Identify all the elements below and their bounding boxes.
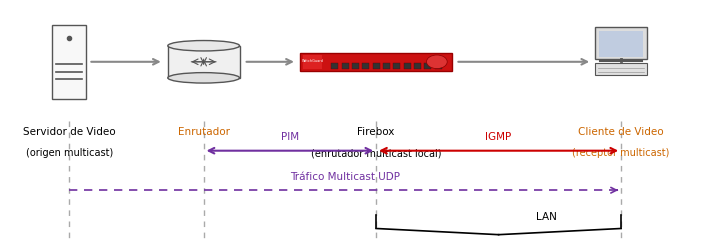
Ellipse shape — [168, 73, 239, 83]
FancyBboxPatch shape — [383, 63, 390, 69]
Text: Tráfico Multicast UDP: Tráfico Multicast UDP — [290, 172, 400, 181]
Text: Servidor de Video: Servidor de Video — [23, 127, 115, 137]
Ellipse shape — [168, 41, 239, 51]
FancyBboxPatch shape — [52, 25, 87, 99]
Text: LAN: LAN — [536, 212, 558, 222]
FancyBboxPatch shape — [595, 27, 647, 59]
Text: Enrutador: Enrutador — [177, 127, 230, 137]
Text: Cliente de Video: Cliente de Video — [578, 127, 664, 137]
Text: (origen multicast): (origen multicast) — [25, 148, 113, 158]
FancyBboxPatch shape — [372, 63, 379, 69]
Text: WatchGuard: WatchGuard — [302, 58, 324, 62]
Text: IGMP: IGMP — [486, 132, 512, 142]
FancyBboxPatch shape — [414, 63, 421, 69]
Text: Firebox: Firebox — [358, 127, 395, 137]
FancyBboxPatch shape — [425, 63, 432, 69]
FancyBboxPatch shape — [301, 52, 452, 71]
Text: (receptor multicast): (receptor multicast) — [572, 148, 670, 158]
Text: (enrutador multicast local): (enrutador multicast local) — [311, 148, 441, 158]
Ellipse shape — [427, 55, 447, 69]
FancyBboxPatch shape — [341, 63, 348, 69]
FancyBboxPatch shape — [404, 63, 410, 69]
FancyBboxPatch shape — [595, 63, 647, 75]
FancyBboxPatch shape — [598, 31, 643, 57]
FancyBboxPatch shape — [435, 63, 441, 69]
FancyBboxPatch shape — [332, 63, 338, 69]
Text: PIM: PIM — [281, 132, 299, 142]
FancyBboxPatch shape — [394, 63, 401, 69]
FancyBboxPatch shape — [303, 54, 322, 69]
FancyBboxPatch shape — [168, 46, 239, 78]
FancyBboxPatch shape — [352, 63, 359, 69]
FancyBboxPatch shape — [363, 63, 370, 69]
